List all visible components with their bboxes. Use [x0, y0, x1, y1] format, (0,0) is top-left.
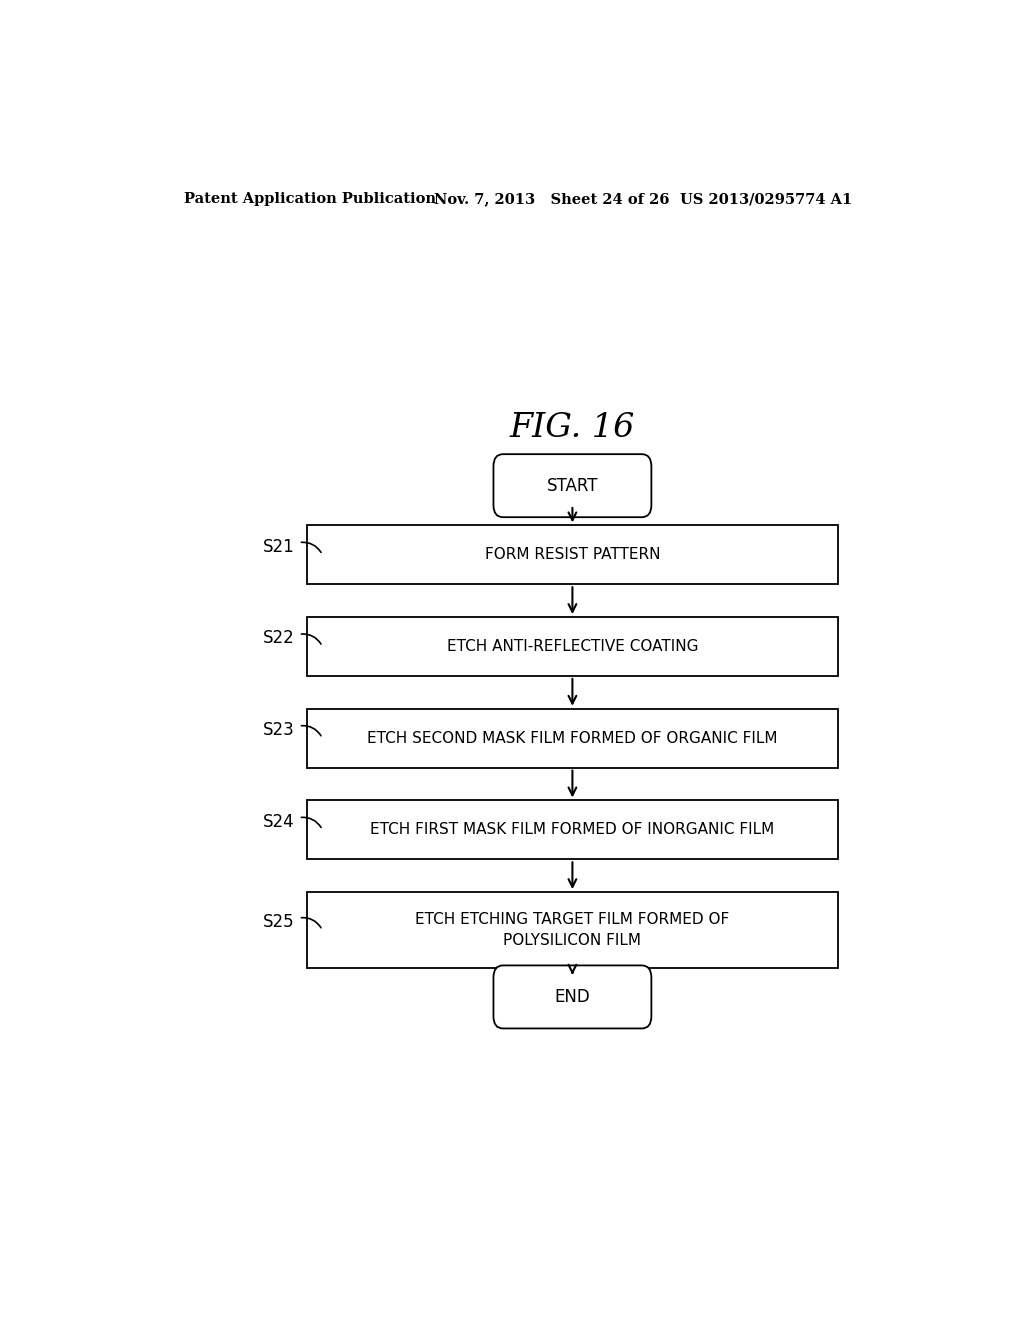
FancyBboxPatch shape	[494, 454, 651, 517]
Bar	[306, 892, 839, 969]
Text: FIG. 16: FIG. 16	[510, 412, 635, 444]
Bar	[306, 800, 839, 859]
Text: ETCH FIRST MASK FILM FORMED OF INORGANIC FILM: ETCH FIRST MASK FILM FORMED OF INORGANIC…	[371, 822, 774, 837]
Text: S24: S24	[263, 813, 295, 830]
Text: S21: S21	[263, 537, 295, 556]
Text: ETCH SECOND MASK FILM FORMED OF ORGANIC FILM: ETCH SECOND MASK FILM FORMED OF ORGANIC …	[368, 731, 777, 746]
Text: ETCH ETCHING TARGET FILM FORMED OF
POLYSILICON FILM: ETCH ETCHING TARGET FILM FORMED OF POLYS…	[416, 912, 729, 948]
Text: START: START	[547, 477, 598, 495]
Text: S23: S23	[263, 721, 295, 739]
Bar	[306, 709, 839, 768]
FancyBboxPatch shape	[494, 965, 651, 1028]
Text: US 2013/0295774 A1: US 2013/0295774 A1	[680, 191, 852, 206]
Bar	[306, 525, 839, 585]
Text: END: END	[555, 987, 590, 1006]
Text: ETCH ANTI-REFLECTIVE COATING: ETCH ANTI-REFLECTIVE COATING	[446, 639, 698, 653]
Text: Nov. 7, 2013   Sheet 24 of 26: Nov. 7, 2013 Sheet 24 of 26	[433, 191, 669, 206]
Text: S22: S22	[263, 630, 295, 647]
Text: S25: S25	[263, 913, 295, 931]
Bar	[306, 616, 839, 676]
Text: Patent Application Publication: Patent Application Publication	[183, 191, 435, 206]
Text: FORM RESIST PATTERN: FORM RESIST PATTERN	[484, 548, 660, 562]
